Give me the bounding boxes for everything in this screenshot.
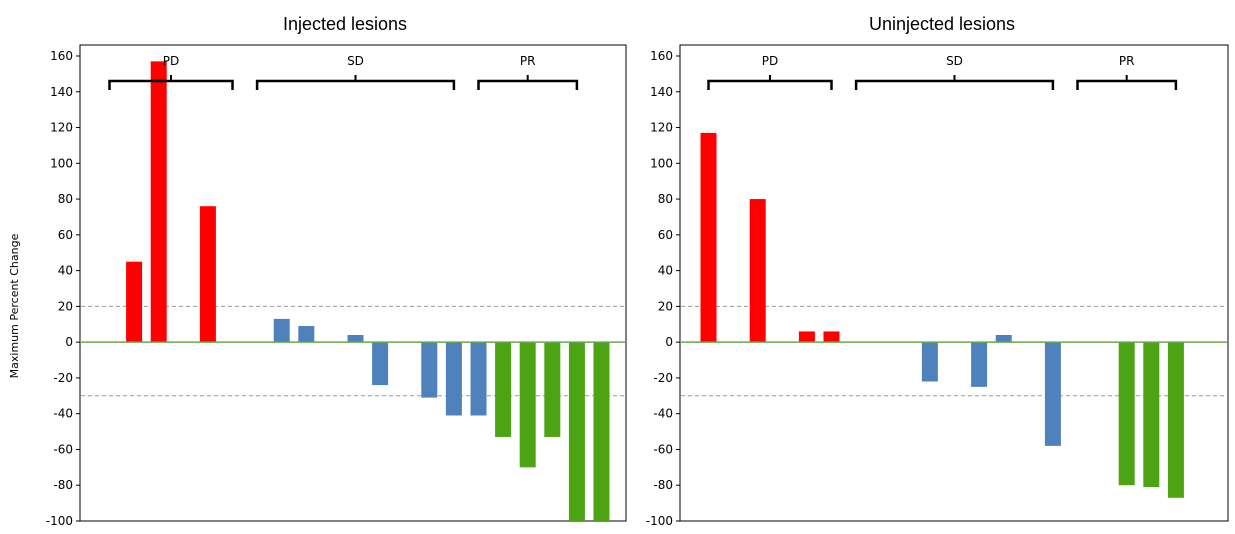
y-axis-label: Maximum Percent Change xyxy=(8,233,21,378)
bar-sd xyxy=(372,342,389,386)
group-label: PR xyxy=(520,54,536,68)
bar-pr xyxy=(1143,342,1160,488)
y-tick-label: -20 xyxy=(653,371,673,385)
bar-sd xyxy=(470,342,487,416)
y-tick-label: 40 xyxy=(658,264,673,278)
bar-pd xyxy=(126,261,143,343)
y-tick-label: -60 xyxy=(53,442,73,456)
y-tick-label: 120 xyxy=(50,121,73,135)
group-bracket xyxy=(854,79,1055,90)
y-tick-label: -40 xyxy=(53,407,73,421)
y-tick-label: 60 xyxy=(658,228,673,242)
group-label: SD xyxy=(946,54,963,68)
bar-pr xyxy=(568,342,585,521)
y-tick-label: 60 xyxy=(58,228,73,242)
y-tick-label: 20 xyxy=(658,299,673,313)
group-label: PR xyxy=(1119,54,1135,68)
bar-pr xyxy=(593,342,610,521)
bar-pd xyxy=(199,206,216,343)
chart-title: Uninjected lesions xyxy=(869,14,1015,34)
bar-pr xyxy=(495,342,512,437)
bar-sd xyxy=(995,335,1012,343)
chart-title: Injected lesions xyxy=(283,14,407,34)
y-tick-label: -40 xyxy=(653,407,673,421)
y-tick-label: -100 xyxy=(646,514,673,528)
y-tick-label: 160 xyxy=(650,49,673,63)
group-bracket xyxy=(477,79,579,90)
y-tick-label: -80 xyxy=(653,478,673,492)
bar-pr xyxy=(544,342,561,437)
bar-sd xyxy=(971,342,988,387)
group-label: PD xyxy=(163,54,179,68)
bar-sd xyxy=(1044,342,1061,446)
group-bracket xyxy=(707,79,833,90)
bar-pd xyxy=(749,199,766,343)
group-label: SD xyxy=(347,54,364,68)
bar-sd xyxy=(421,342,438,398)
bar-pd xyxy=(798,331,815,343)
uninjected-lesions-chart: Uninjected lesions 160 140 120 100 80 60 40 20 0… xyxy=(646,14,1229,528)
y-tick-label: 120 xyxy=(650,121,673,135)
y-tick-label: 140 xyxy=(50,85,73,99)
y-tick-label: 100 xyxy=(50,156,73,170)
bar-pr xyxy=(519,342,536,468)
y-tick-label: -60 xyxy=(653,442,673,456)
y-tick-label: -100 xyxy=(46,514,73,528)
y-tick-label: 0 xyxy=(65,335,73,349)
group-bracket xyxy=(108,79,234,90)
y-tick-label: -80 xyxy=(53,478,73,492)
y-tick-label: 40 xyxy=(58,264,73,278)
bar-pr xyxy=(1167,342,1184,498)
bar-pr xyxy=(1118,342,1135,486)
bar-pd xyxy=(823,331,840,343)
bar-sd xyxy=(298,326,315,343)
y-tick-label: 20 xyxy=(58,299,73,313)
y-tick-label: -20 xyxy=(53,371,73,385)
y-tick-label: 0 xyxy=(665,335,673,349)
bar-pd xyxy=(700,132,717,343)
group-bracket xyxy=(255,79,456,90)
bar-sd xyxy=(273,318,290,343)
plot-frame xyxy=(679,44,1229,522)
bar-sd xyxy=(921,342,938,382)
bar-sd xyxy=(445,342,462,416)
group-bracket xyxy=(1076,79,1178,90)
y-tick-label: 100 xyxy=(650,156,673,170)
y-tick-label: 160 xyxy=(50,49,73,63)
y-tick-label: 80 xyxy=(658,192,673,206)
group-label: PD xyxy=(762,54,778,68)
plot-frame xyxy=(79,44,627,522)
bar-pd xyxy=(150,61,167,343)
y-tick-label: 80 xyxy=(58,192,73,206)
injected-lesions-chart: Injected lesions Maximum Percent Change … xyxy=(8,14,627,528)
bar-sd xyxy=(347,335,364,343)
y-tick-label: 140 xyxy=(650,85,673,99)
